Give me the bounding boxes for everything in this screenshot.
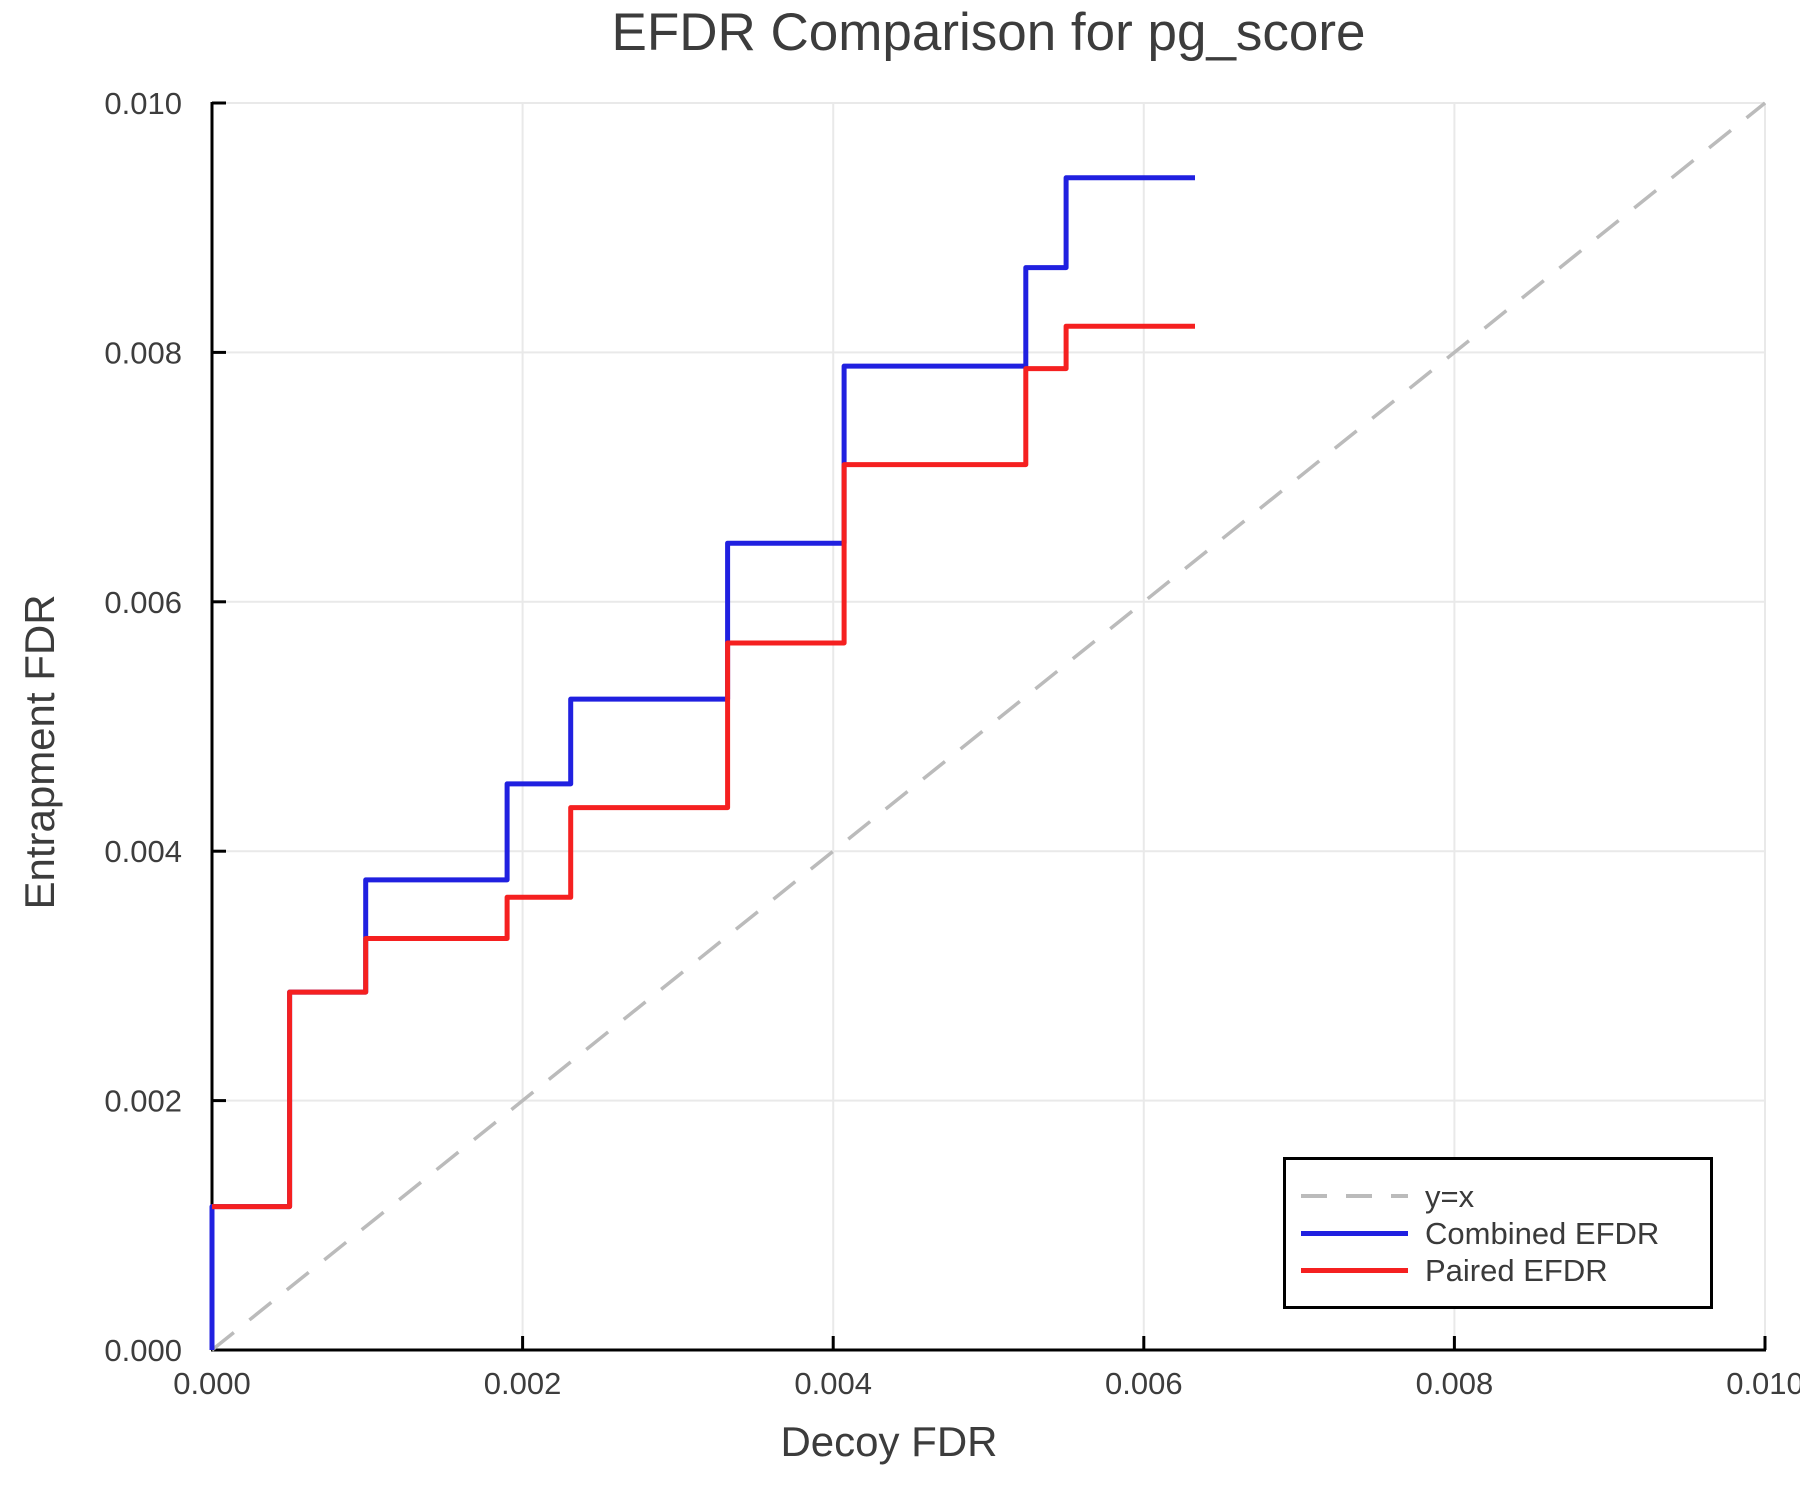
x-tick-label: 0.002 <box>484 1366 562 1401</box>
y-tick-label: 0.010 <box>104 86 182 121</box>
y-tick-label: 0.004 <box>104 834 182 869</box>
series-combined-efdr <box>209 175 1195 1350</box>
x-tick-label: 0.010 <box>1726 1366 1800 1401</box>
blue-line-sample <box>1301 1230 1408 1236</box>
x-axis-title: Decoy FDR <box>780 1418 998 1465</box>
x-tick-label: 0.008 <box>1416 1366 1494 1401</box>
chart-title: EFDR Comparison for pg_score <box>611 3 1366 62</box>
legend-item-paired-efdr: Paired EFDR <box>1301 1252 1710 1289</box>
y-tick-label: 0.008 <box>104 335 182 370</box>
x-tick-label: 0.006 <box>1105 1366 1183 1401</box>
legend-item-combined-efdr: Combined EFDR <box>1301 1215 1710 1252</box>
dashed-line-sample <box>1301 1194 1408 1198</box>
series-paired-efdr <box>212 323 1195 1210</box>
y-tick-label: 0.002 <box>104 1084 182 1119</box>
x-tick-label: 0.004 <box>794 1366 872 1401</box>
series-y-x <box>210 101 1767 1352</box>
legend: y=x Combined EFDR Paired EFDR <box>1283 1157 1713 1309</box>
legend-label: Combined EFDR <box>1425 1215 1660 1251</box>
legend-label: y=x <box>1425 1178 1475 1214</box>
y-tick-label: 0.000 <box>104 1333 182 1368</box>
red-line-sample <box>1301 1267 1408 1273</box>
legend-label: Paired EFDR <box>1425 1252 1608 1288</box>
legend-item-yx: y=x <box>1301 1178 1710 1215</box>
y-tick-label: 0.006 <box>104 585 182 620</box>
y-axis-title: Entrapment FDR <box>16 594 63 910</box>
x-tick-label: 0.000 <box>173 1366 251 1401</box>
